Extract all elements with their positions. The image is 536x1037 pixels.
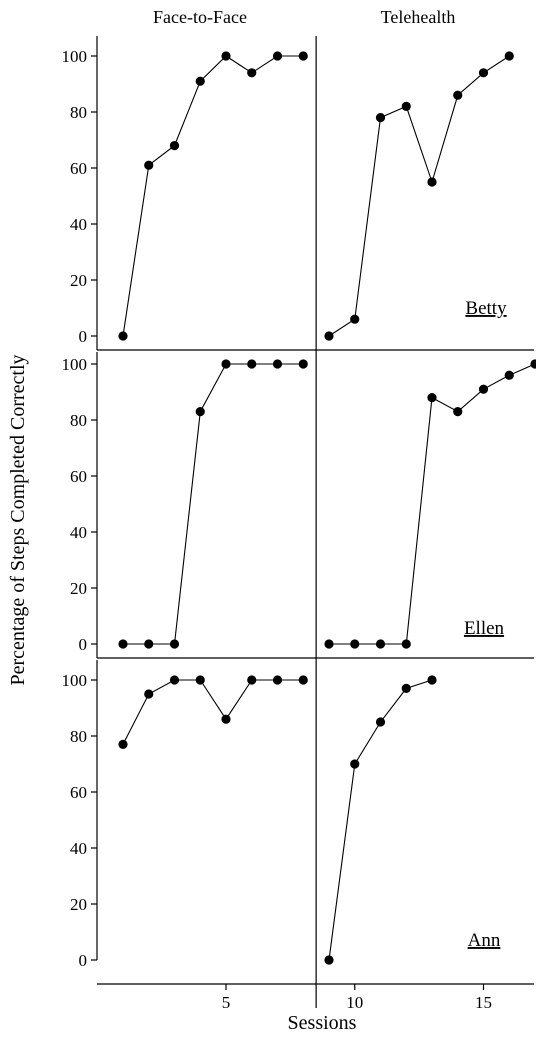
- participant-name: Ellen: [464, 618, 505, 639]
- y-tick-label: 60: [70, 783, 87, 802]
- data-point: [170, 639, 179, 648]
- data-point: [505, 51, 514, 60]
- data-point: [196, 675, 205, 684]
- data-point: [324, 331, 333, 340]
- data-point: [170, 675, 179, 684]
- series-line: [329, 364, 535, 644]
- data-point: [324, 639, 333, 648]
- data-point: [273, 675, 282, 684]
- data-point: [144, 161, 153, 170]
- y-tick-label: 20: [70, 895, 87, 914]
- data-point: [350, 759, 359, 768]
- data-point: [144, 689, 153, 698]
- data-point: [453, 91, 462, 100]
- data-point: [402, 102, 411, 111]
- data-point: [427, 177, 436, 186]
- y-tick-label: 100: [62, 671, 88, 690]
- data-point: [479, 68, 488, 77]
- phase-label-telehealth: Telehealth: [381, 7, 456, 27]
- data-point: [247, 675, 256, 684]
- y-tick-label: 60: [70, 467, 87, 486]
- y-tick-label: 40: [70, 523, 87, 542]
- data-point: [427, 393, 436, 402]
- x-tick-label: 15: [475, 993, 492, 1012]
- data-point: [247, 359, 256, 368]
- data-point: [221, 51, 230, 60]
- series-line: [123, 56, 303, 336]
- panel-betty: 0 20 40 60 80 100 Betty: [62, 36, 535, 350]
- data-point: [144, 639, 153, 648]
- data-point: [324, 955, 333, 964]
- x-axis-title: Sessions: [288, 1012, 357, 1032]
- participant-name: Betty: [465, 298, 507, 319]
- y-tick-label: 20: [70, 271, 87, 290]
- data-point: [118, 331, 127, 340]
- data-point: [350, 315, 359, 324]
- data-point: [427, 675, 436, 684]
- data-point: [247, 68, 256, 77]
- data-point: [196, 407, 205, 416]
- data-point: [118, 740, 127, 749]
- panel-ellen: 0 20 40 60 80 100 Ellen: [62, 352, 536, 658]
- data-point: [273, 51, 282, 60]
- x-tick-label: 10: [346, 993, 363, 1012]
- phase-label-face-to-face: Face-to-Face: [153, 7, 247, 27]
- data-point: [170, 141, 179, 150]
- series-line: [123, 364, 303, 644]
- y-tick-label: 60: [70, 159, 87, 178]
- data-point: [376, 113, 385, 122]
- series-line: [329, 56, 509, 336]
- y-tick-label: 40: [70, 839, 87, 858]
- data-point: [376, 639, 385, 648]
- data-point: [530, 359, 536, 368]
- y-tick-label: 0: [79, 951, 88, 970]
- data-point: [196, 77, 205, 86]
- panel-ann: 0 20 40 60 80 100 Ann: [62, 660, 501, 970]
- y-tick-label: 0: [79, 327, 88, 346]
- data-point: [479, 385, 488, 394]
- x-tick-label: 5: [222, 993, 231, 1012]
- data-point: [221, 359, 230, 368]
- y-tick-label: 80: [70, 727, 87, 746]
- y-tick-label: 20: [70, 579, 87, 598]
- y-tick-label: 100: [62, 355, 88, 374]
- y-tick-label: 100: [62, 47, 88, 66]
- data-point: [118, 639, 127, 648]
- y-tick-label: 40: [70, 215, 87, 234]
- y-tick-label: 0: [79, 635, 88, 654]
- participant-name: Ann: [468, 930, 501, 951]
- y-tick-label: 80: [70, 411, 87, 430]
- data-point: [299, 359, 308, 368]
- y-tick-label: 80: [70, 103, 87, 122]
- data-point: [376, 717, 385, 726]
- data-point: [350, 639, 359, 648]
- data-point: [402, 639, 411, 648]
- data-point: [402, 684, 411, 693]
- panels-layer: 0 20 40 60 80 100 Betty 0 20 40 60 80 100 Ellen 0 20 40 6…: [62, 36, 536, 1012]
- data-point: [299, 675, 308, 684]
- data-point: [221, 715, 230, 724]
- data-point: [299, 51, 308, 60]
- data-point: [273, 359, 282, 368]
- data-point: [453, 407, 462, 416]
- data-point: [505, 371, 514, 380]
- y-axis-title: Percentage of Steps Completed Correctly: [7, 354, 29, 685]
